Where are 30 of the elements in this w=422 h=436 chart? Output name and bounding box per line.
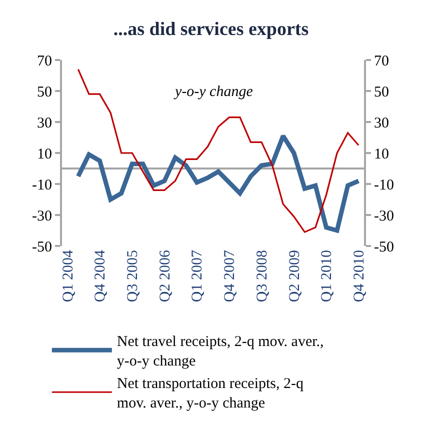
y-tick-label: 50 (37, 84, 52, 100)
y2-tick-label: -10 (374, 177, 394, 194)
x-tick-label: Q3 2005 (124, 250, 141, 302)
y-tick-label: -30 (32, 208, 52, 224)
y2-tick-label: 50 (374, 84, 389, 100)
legend-label: Net transportation receipts, 2-q mov. aver., y-o-y change (116, 376, 304, 412)
annotation: y-o-y change (173, 84, 254, 100)
y2-tick-label: -30 (374, 208, 394, 224)
x-tick-label: Q1 2004 (60, 250, 76, 302)
y-tick-label: 10 (37, 146, 52, 162)
x-tick-label: Q2 2006 (157, 250, 174, 302)
x-tick-label: Q1 2010 (319, 250, 336, 302)
x-tick-label: Q4 2010 (351, 250, 368, 302)
chart-title: ...as did services exports (113, 19, 309, 40)
y-tick-label: 70 (37, 53, 52, 70)
y2-tick-label: -50 (374, 239, 394, 256)
y2-tick-label: 70 (374, 53, 389, 70)
legend-label: Net travel receipts, 2-q mov. aver., y-o-y change (116, 334, 324, 370)
y-tick-label: 30 (37, 115, 52, 132)
x-tick-label: Q1 2007 (190, 250, 206, 302)
x-tick-label: Q3 2008 (254, 250, 270, 302)
x-tick-label: Q2 2009 (286, 250, 303, 302)
y2-tick-label: 30 (374, 115, 389, 132)
x-tick-label: Q4 2007 (222, 250, 238, 302)
line-series (77, 68, 360, 233)
y2-tick-label: 10 (374, 146, 389, 162)
x-tick-label: Q4 2004 (92, 250, 109, 302)
y-tick-label: -10 (32, 177, 52, 194)
line-series (76, 134, 361, 233)
y-tick-label: -50 (32, 239, 52, 256)
